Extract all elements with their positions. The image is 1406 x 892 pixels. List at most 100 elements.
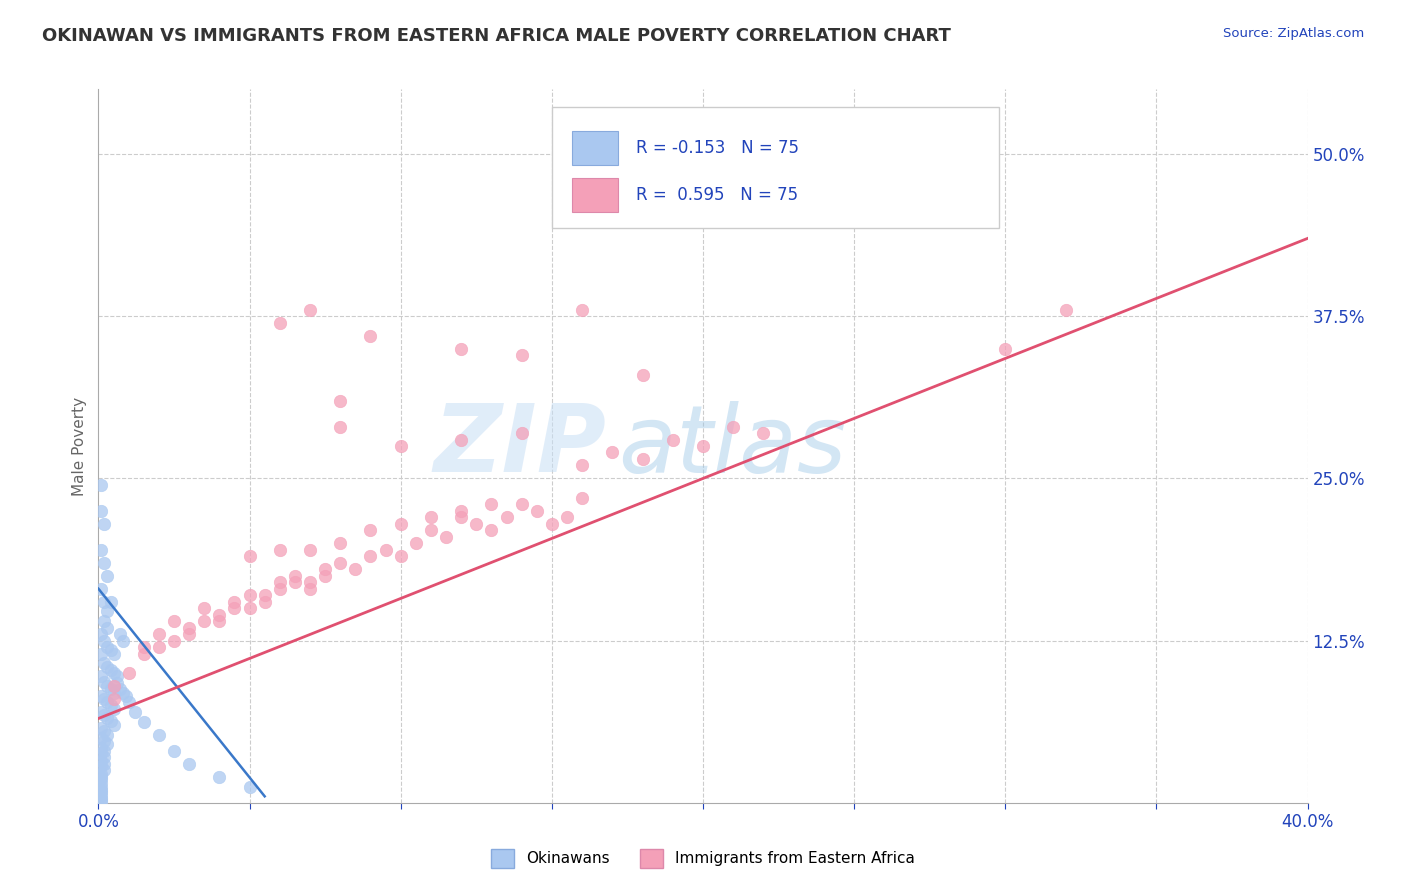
Point	[90, 790, 112, 805]
Point	[132, 647, 155, 661]
Point	[93, 750, 115, 764]
Point	[465, 516, 488, 531]
Point	[93, 675, 115, 690]
Point	[239, 780, 262, 795]
FancyBboxPatch shape	[572, 178, 619, 212]
Point	[103, 679, 125, 693]
Point	[299, 575, 322, 590]
Point	[299, 302, 322, 317]
Point	[90, 478, 112, 492]
Point	[103, 702, 125, 716]
Point	[118, 695, 141, 709]
Point	[100, 642, 122, 657]
Point	[994, 342, 1017, 356]
Point	[360, 328, 382, 343]
Point	[96, 640, 118, 654]
Point	[108, 681, 131, 696]
Point	[93, 733, 115, 747]
Point	[692, 439, 714, 453]
Point	[631, 452, 654, 467]
Point	[105, 676, 128, 690]
Point	[284, 568, 307, 582]
Point	[314, 562, 336, 576]
Point	[90, 542, 112, 557]
Point	[179, 756, 201, 771]
Point	[571, 302, 593, 317]
Point	[450, 510, 472, 524]
Point	[96, 695, 118, 709]
Point	[103, 685, 125, 699]
Point	[193, 614, 215, 628]
Point	[329, 419, 352, 434]
Point	[481, 497, 503, 511]
Point	[239, 601, 262, 615]
Point	[96, 738, 118, 752]
Point	[90, 782, 112, 797]
Point	[602, 445, 624, 459]
Point	[163, 614, 186, 628]
Point	[344, 562, 367, 576]
Point	[420, 524, 443, 538]
Point	[105, 668, 128, 682]
Point	[179, 627, 201, 641]
Point	[510, 348, 533, 362]
Point	[208, 614, 231, 628]
Point	[93, 614, 115, 628]
Point	[752, 425, 775, 440]
Point	[103, 692, 125, 706]
Point	[93, 724, 115, 739]
Point	[90, 772, 112, 787]
Point	[90, 754, 112, 768]
Point	[90, 780, 112, 795]
Point	[111, 633, 134, 648]
FancyBboxPatch shape	[553, 107, 1000, 228]
Point	[90, 504, 112, 518]
Point	[103, 647, 125, 661]
Point	[329, 556, 352, 570]
Point	[108, 627, 131, 641]
Point	[299, 542, 322, 557]
Point	[100, 698, 122, 713]
Point	[631, 368, 654, 382]
Point	[934, 134, 956, 148]
Text: R =  0.595   N = 75: R = 0.595 N = 75	[637, 186, 799, 203]
Point	[90, 731, 112, 745]
Y-axis label: Male Poverty: Male Poverty	[72, 396, 87, 496]
Point	[555, 510, 578, 524]
Point	[90, 668, 112, 682]
Point	[450, 342, 472, 356]
Legend: Okinawans, Immigrants from Eastern Africa: Okinawans, Immigrants from Eastern Afric…	[485, 843, 921, 873]
Text: OKINAWAN VS IMMIGRANTS FROM EASTERN AFRICA MALE POVERTY CORRELATION CHART: OKINAWAN VS IMMIGRANTS FROM EASTERN AFRI…	[42, 27, 950, 45]
Point	[114, 690, 136, 704]
Point	[269, 575, 291, 590]
Point	[148, 728, 170, 742]
Text: R = -0.153   N = 75: R = -0.153 N = 75	[637, 139, 800, 157]
Point	[100, 714, 122, 728]
Point	[662, 433, 685, 447]
Point	[314, 568, 336, 582]
Point	[96, 568, 118, 582]
Point	[1054, 302, 1077, 317]
Point	[374, 542, 396, 557]
Point	[224, 601, 246, 615]
Point	[90, 770, 112, 784]
Point	[93, 656, 115, 670]
Point	[93, 595, 115, 609]
Point	[253, 595, 276, 609]
Point	[90, 741, 112, 756]
Point	[163, 744, 186, 758]
Point	[269, 582, 291, 596]
Point	[132, 640, 155, 654]
Point	[93, 744, 115, 758]
Point	[571, 491, 593, 505]
Point	[450, 504, 472, 518]
Point	[93, 516, 115, 531]
Point	[269, 316, 291, 330]
Text: ZIP: ZIP	[433, 400, 606, 492]
Point	[90, 776, 112, 790]
Point	[571, 458, 593, 473]
Point	[481, 524, 503, 538]
Point	[148, 627, 170, 641]
Point	[208, 607, 231, 622]
Point	[96, 604, 118, 618]
